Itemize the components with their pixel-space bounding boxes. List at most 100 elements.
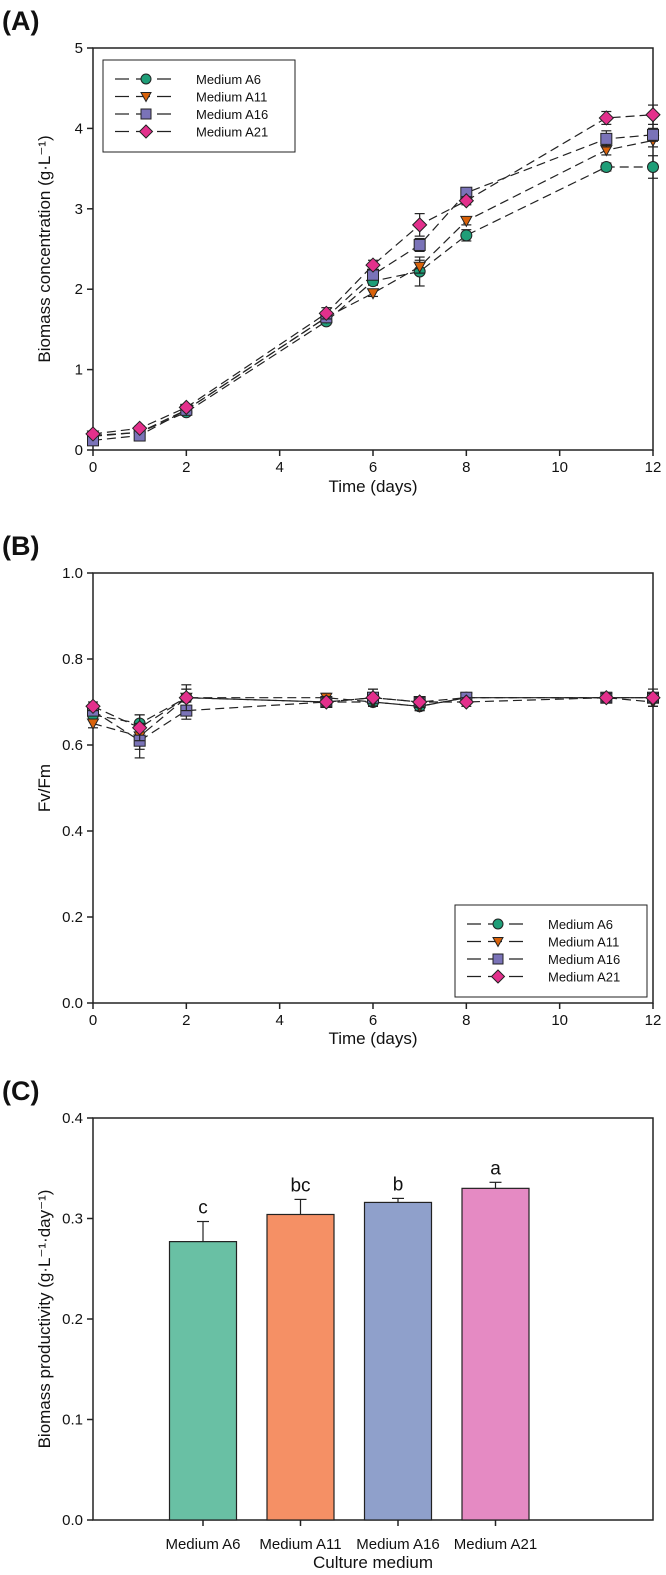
legend: Medium A6 Medium A11 Medium A16 Medium A21: [102, 59, 296, 153]
marker-diamond: [598, 110, 615, 126]
x-tick-label: 12: [645, 1012, 662, 1029]
marker-square: [492, 953, 504, 965]
x-tick-label: 6: [369, 1012, 377, 1029]
marker-triangle-down: [492, 937, 504, 948]
marker-square: [413, 238, 426, 251]
x-tick-label: Medium A21: [454, 1536, 537, 1553]
x-tick-label: Medium A6: [165, 1536, 240, 1553]
y-tick-label: 0.4: [62, 823, 83, 840]
y-tick-label: 5: [75, 40, 83, 57]
x-axis-title: Time (days): [328, 1029, 417, 1048]
legend-label: Medium A21: [548, 970, 620, 985]
significance-letter: c: [198, 1198, 208, 1219]
marker-circle: [460, 229, 473, 242]
series-a21: [85, 104, 661, 442]
marker-triangle-down: [140, 92, 152, 103]
marker-triangle-down: [366, 288, 380, 300]
panel-label: (C): [2, 1076, 39, 1106]
y-tick-label: 0.2: [62, 909, 83, 926]
bar-group: a Medium A21: [454, 1158, 537, 1553]
series-line: [92, 114, 654, 435]
x-tick-label: 4: [275, 459, 283, 476]
significance-letter: a: [490, 1158, 501, 1179]
x-tick-label: 2: [182, 1012, 190, 1029]
y-tick-label: 4: [75, 120, 83, 137]
marker-diamond: [365, 689, 381, 706]
series-line: [92, 166, 653, 437]
series-a11: [86, 133, 660, 443]
x-tick-label: 4: [275, 1012, 283, 1029]
series-line: [92, 139, 654, 437]
legend-label: Medium A16: [548, 952, 620, 967]
series-line: [92, 134, 654, 441]
x-tick-label: Medium A16: [356, 1536, 439, 1553]
marker-diamond: [645, 689, 661, 706]
panel-c: (C) 0.0 0.1 0.2 0.3 0.4 Culture medium Biomass …: [2, 1076, 654, 1572]
y-tick-label: 0.2: [62, 1311, 83, 1328]
x-tick-label: 12: [645, 459, 662, 476]
marker-diamond: [178, 399, 195, 416]
y-tick-label: 0.8: [62, 651, 83, 668]
marker-diamond: [458, 694, 475, 710]
panel-b: (B) 0.0 0.2 0.4 0.6 0.8 1.0 Time (days) Fv/Fm 0 2 4…: [2, 531, 661, 1048]
y-tick-label: 0: [75, 442, 83, 459]
legend-label: Medium A16: [196, 107, 268, 122]
series-line: [92, 697, 653, 729]
legend-label: Medium A6: [196, 72, 261, 87]
x-tick-label: 2: [182, 459, 190, 476]
legend-label: Medium A11: [548, 935, 619, 950]
significance-letter: bc: [290, 1175, 310, 1196]
legend-box: [102, 59, 296, 153]
series-a21: [85, 684, 661, 742]
legend-box: [454, 904, 648, 998]
x-tick-label: Medium A11: [259, 1536, 341, 1553]
x-tick-label: 10: [551, 459, 568, 476]
marker-diamond: [411, 217, 428, 233]
marker-square: [647, 128, 659, 141]
x-tick-label: 0: [89, 459, 97, 476]
marker-diamond: [490, 969, 506, 984]
y-axis-title: Fv/Fm: [35, 764, 54, 812]
x-tick-label: 8: [462, 1012, 470, 1029]
x-axis-title: Culture medium: [313, 1553, 433, 1572]
marker-circle: [600, 160, 613, 173]
y-tick-label: 0.0: [62, 1512, 83, 1529]
y-axis-title: Biomass productivity (g·L⁻¹·day⁻¹): [35, 1190, 54, 1449]
marker-triangle-down: [413, 261, 427, 274]
y-tick-label: 1: [75, 362, 83, 379]
marker-diamond: [131, 720, 148, 736]
marker-triangle-down: [459, 215, 473, 228]
y-axis-title: Biomass concentration (g·L⁻¹): [35, 135, 54, 362]
marker-circle: [647, 160, 659, 173]
x-axis-title: Time (days): [328, 477, 417, 496]
marker-triangle-down: [86, 718, 100, 731]
y-tick-label: 0.1: [62, 1412, 83, 1429]
legend-label: Medium A11: [196, 90, 267, 105]
bar-group: bc Medium A11: [259, 1175, 341, 1553]
marker-square: [600, 132, 613, 145]
marker-diamond: [85, 698, 101, 715]
marker-circle: [140, 73, 152, 85]
marker-diamond: [411, 694, 428, 710]
y-tick-label: 0.6: [62, 737, 83, 754]
y-tick-label: 3: [75, 201, 83, 218]
bar: [168, 1241, 238, 1521]
y-tick-label: 2: [75, 281, 83, 298]
panel-label: (A): [2, 6, 39, 36]
marker-square: [140, 108, 152, 120]
significance-letter: b: [393, 1174, 404, 1195]
y-tick-label: 0.4: [62, 1110, 83, 1127]
marker-diamond: [178, 689, 195, 706]
marker-diamond: [138, 124, 154, 139]
marker-circle: [492, 918, 504, 930]
y-tick-label: 0.3: [62, 1211, 83, 1228]
x-tick-label: 0: [89, 1012, 97, 1029]
legend-label: Medium A21: [196, 125, 268, 140]
marker-diamond: [85, 426, 101, 442]
y-tick-label: 1.0: [62, 565, 83, 582]
y-tick-label: 0.0: [62, 995, 83, 1012]
marker-diamond: [645, 107, 661, 123]
panel-label: (B): [2, 531, 39, 561]
